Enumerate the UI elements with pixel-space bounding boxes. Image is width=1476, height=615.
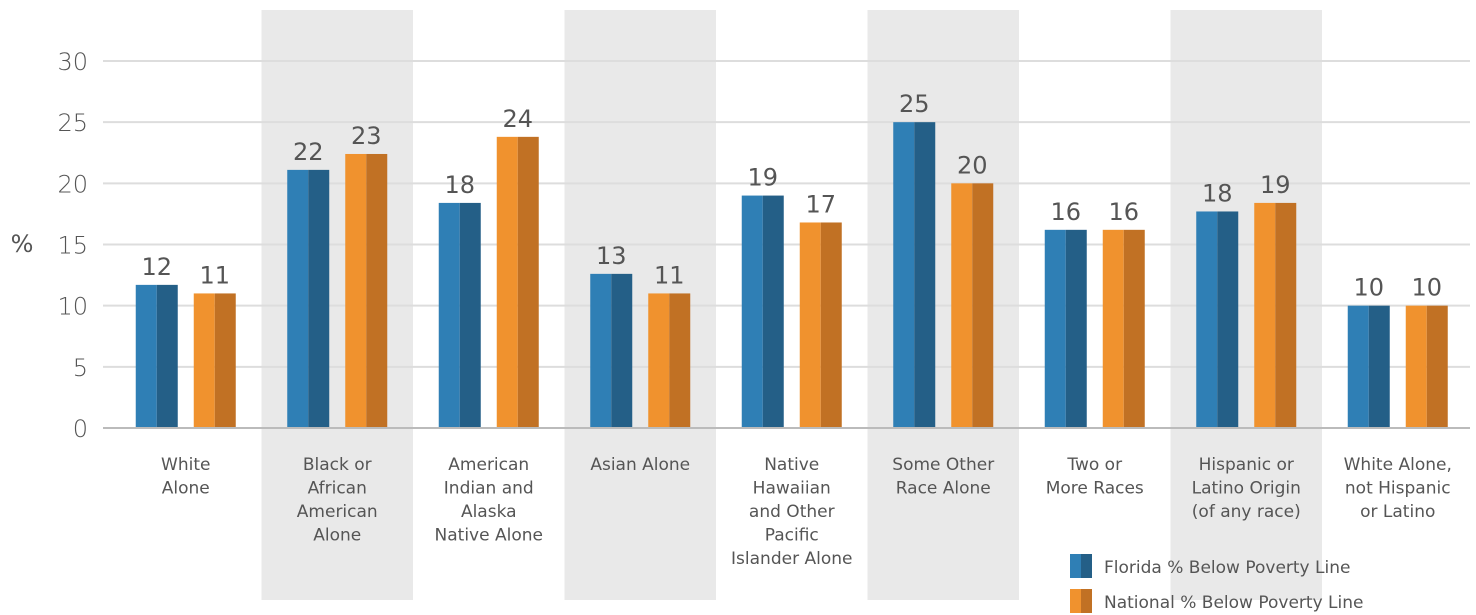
bar-shade-florida (611, 273, 633, 428)
bar-national (1254, 202, 1276, 428)
bar-national (648, 293, 670, 428)
legend-swatch-shade (1081, 589, 1092, 613)
bar-shade-florida (156, 284, 178, 428)
bar-florida (893, 122, 915, 429)
category-label: Asian Alone (590, 455, 690, 475)
y-tick-label: 0 (73, 415, 88, 443)
bar-national (951, 183, 973, 428)
data-label: 24 (502, 105, 533, 133)
bar-florida (1044, 229, 1066, 428)
category-label: Some Other Race Alone (892, 455, 994, 499)
data-label: 25 (899, 90, 930, 118)
category-label: White Alone, not Hispanic or Latino (1344, 455, 1452, 522)
category-label: Black or African American Alone (297, 455, 378, 546)
bar-shade-florida (914, 122, 936, 429)
y-tick-label: 15 (57, 232, 88, 260)
data-label: 12 (141, 253, 172, 281)
bar-shade-florida (1065, 229, 1087, 428)
data-label: 18 (1202, 179, 1233, 207)
data-label: 19 (1260, 171, 1291, 199)
y-tick-label: 20 (57, 170, 88, 198)
data-label: 13 (596, 242, 627, 270)
y-tick-label: 10 (57, 293, 88, 321)
bar-shade-national (1275, 202, 1297, 428)
category-label: Two or More Races (1046, 455, 1144, 499)
bar-shade-florida (1217, 211, 1239, 428)
bar-shade-florida (308, 169, 330, 429)
data-label: 10 (1353, 274, 1384, 302)
bar-shade-national (820, 222, 842, 428)
bar-shade-florida (762, 195, 784, 428)
bar-shade-national (366, 153, 388, 428)
y-tick-label: 25 (57, 109, 88, 137)
bar-shade-national (669, 293, 691, 428)
data-label: 10 (1411, 274, 1442, 302)
data-label: 16 (1050, 198, 1081, 226)
bar-shade-florida (459, 202, 481, 428)
category-label: White Alone (161, 455, 210, 499)
data-label: 23 (351, 122, 382, 150)
data-label: 22 (293, 138, 324, 166)
bar-national (1102, 229, 1124, 428)
bar-shade-national (214, 293, 236, 428)
bar-florida (1347, 305, 1369, 428)
bar-national (193, 293, 215, 428)
data-label: 18 (444, 171, 475, 199)
category-label: American Indian and Alaska Native Alone (435, 455, 543, 546)
bar-florida (590, 273, 612, 428)
bar-national (799, 222, 821, 428)
data-label: 19 (747, 164, 778, 192)
bar-florida (1196, 211, 1218, 428)
legend-label: Florida % Below Poverty Line (1104, 558, 1350, 578)
bar-florida (741, 195, 763, 428)
category-label: Native Hawaiian and Other Pacific Islander A… (731, 455, 852, 569)
data-label: 11 (654, 261, 685, 289)
data-label: 17 (805, 190, 836, 218)
bar-national (1405, 305, 1427, 428)
y-axis-label: % (11, 230, 34, 258)
bar-florida (438, 202, 460, 428)
legend-swatch-national (1070, 589, 1081, 613)
y-tick-label: 5 (73, 354, 88, 382)
data-label: 16 (1108, 198, 1139, 226)
data-label: 20 (957, 151, 988, 179)
bar-shade-national (972, 183, 994, 428)
bar-shade-national (1426, 305, 1448, 428)
y-tick-label: 30 (57, 48, 88, 76)
legend-swatch-florida (1070, 554, 1081, 578)
bar-shade-florida (1368, 305, 1390, 428)
bar-shade-national (517, 136, 539, 428)
legend-label: National % Below Poverty Line (1104, 593, 1363, 613)
bar-florida (135, 284, 157, 428)
bar-national (345, 153, 367, 428)
category-label: Hispanic or Latino Origin (of any race) (1192, 455, 1301, 522)
legend-swatch-shade (1081, 554, 1092, 578)
bar-national (496, 136, 518, 428)
data-label: 11 (199, 261, 230, 289)
bar-florida (287, 169, 309, 429)
bar-shade-national (1123, 229, 1145, 428)
